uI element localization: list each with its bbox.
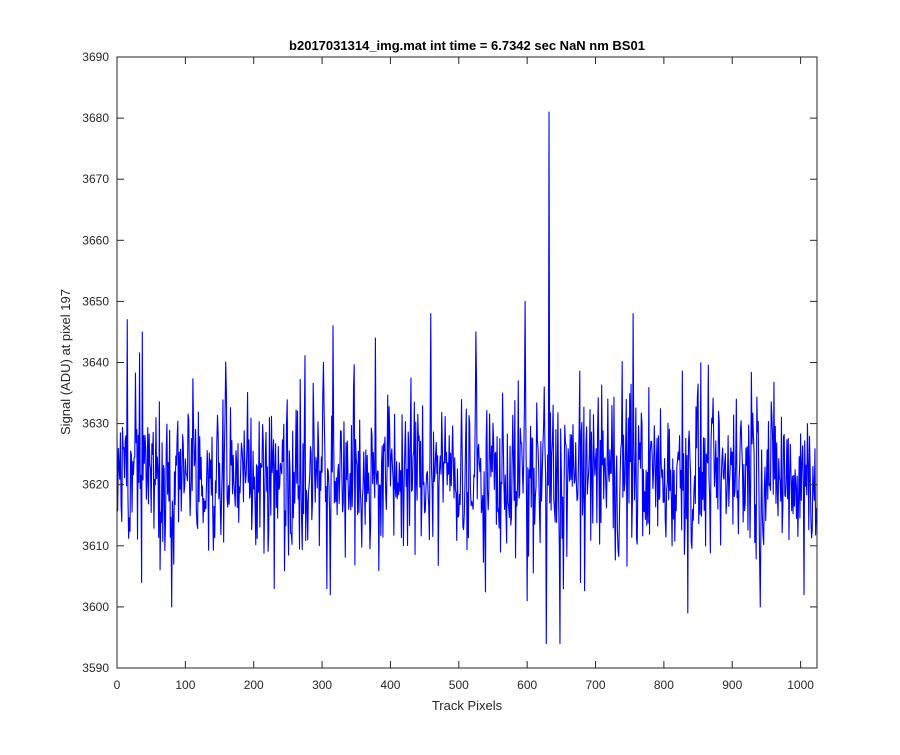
x-tick-label: 0 xyxy=(114,678,121,692)
signal-line xyxy=(116,111,817,645)
y-tick-label: 3690 xyxy=(82,50,109,64)
y-axis-title: Signal (ADU) at pixel 197 xyxy=(58,289,73,435)
x-tick-label: 1000 xyxy=(787,678,814,692)
x-tick-label: 500 xyxy=(449,678,469,692)
x-tick-label: 400 xyxy=(380,678,400,692)
y-tick-label: 3670 xyxy=(82,172,109,186)
y-tick-label: 3660 xyxy=(82,233,109,247)
y-tick-label: 3590 xyxy=(82,661,109,675)
data-layer xyxy=(116,111,817,645)
y-tick-label: 3630 xyxy=(82,417,109,431)
y-tick-label: 3600 xyxy=(82,600,109,614)
y-tick-label: 3620 xyxy=(82,478,109,492)
x-tick-label: 100 xyxy=(175,678,195,692)
y-tick-label: 3640 xyxy=(82,356,109,370)
x-tick-label: 900 xyxy=(722,678,742,692)
x-axis-title: Track Pixels xyxy=(432,698,503,713)
y-tick-label: 3650 xyxy=(82,294,109,308)
y-axis: 3590 3600 3610 3620 3630 3640 3650 3660 3670 3680… xyxy=(82,50,817,675)
x-tick-label: 300 xyxy=(312,678,332,692)
x-tick-label: 600 xyxy=(517,678,537,692)
x-tick-label: 200 xyxy=(244,678,264,692)
x-axis: 0 100 200 300 400 500 600 700 800 900 1000 xyxy=(114,57,814,692)
y-tick-label: 3610 xyxy=(82,539,109,553)
plot-area xyxy=(117,57,817,668)
x-tick-label: 700 xyxy=(586,678,606,692)
y-tick-label: 3680 xyxy=(82,111,109,125)
chart-title: b2017031314_img.mat int time = 6.7342 se… xyxy=(289,38,645,53)
x-tick-label: 800 xyxy=(654,678,674,692)
